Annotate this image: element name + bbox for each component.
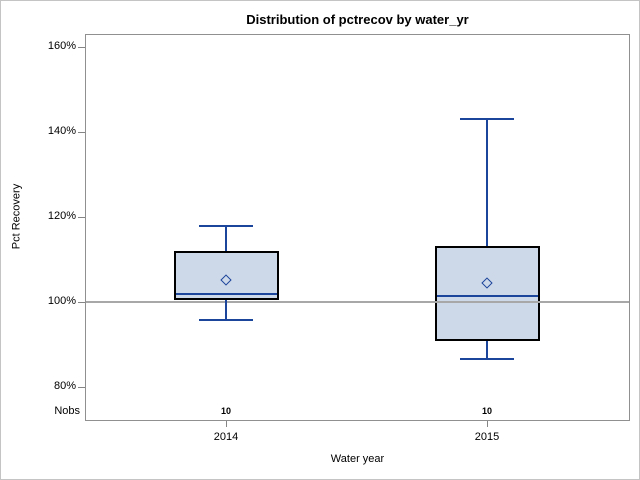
x-tick-label-2015: 2015: [474, 431, 500, 443]
lower-whisker-cap-2015: [460, 358, 514, 361]
y-tick-label: 140%: [47, 125, 76, 137]
y-axis-title: Pct Recovery: [10, 183, 23, 250]
lower-whisker-2014: [225, 300, 227, 321]
lower-whisker-2015: [486, 341, 488, 360]
y-tick-label: 100%: [47, 295, 76, 307]
upper-whisker-cap-2015: [460, 118, 514, 121]
lower-whisker-cap-2014: [199, 319, 253, 322]
nobs-value-2015: 10: [481, 406, 492, 416]
plot-area: [85, 34, 630, 421]
upper-whisker-cap-2014: [199, 224, 253, 227]
x-axis-title: Water year: [330, 453, 385, 465]
upper-whisker-2015: [486, 119, 488, 246]
y-tick-mark: [78, 216, 85, 218]
y-tick-mark: [78, 301, 85, 303]
median-line-2015: [436, 295, 538, 298]
x-tick-label-2014: 2014: [213, 431, 239, 443]
y-tick-label: 160%: [47, 40, 76, 52]
chart-title: Distribution of pctrecov by water_yr: [246, 12, 469, 27]
y-tick-mark: [78, 131, 85, 133]
box-2014: [173, 251, 279, 301]
y-tick-mark: [78, 46, 85, 48]
y-tick-mark: [78, 386, 85, 388]
nobs-row-label: Nobs: [54, 405, 80, 417]
x-tick-mark-2015: [487, 421, 488, 427]
median-line-2014: [175, 292, 277, 295]
nobs-value-2014: 10: [220, 406, 231, 416]
y-tick-label: 120%: [47, 210, 76, 222]
x-tick-mark-2014: [226, 421, 227, 427]
reference-line: [86, 301, 629, 303]
y-tick-label: 80%: [53, 380, 76, 392]
box-2015: [434, 245, 540, 342]
upper-whisker-2014: [225, 225, 227, 251]
